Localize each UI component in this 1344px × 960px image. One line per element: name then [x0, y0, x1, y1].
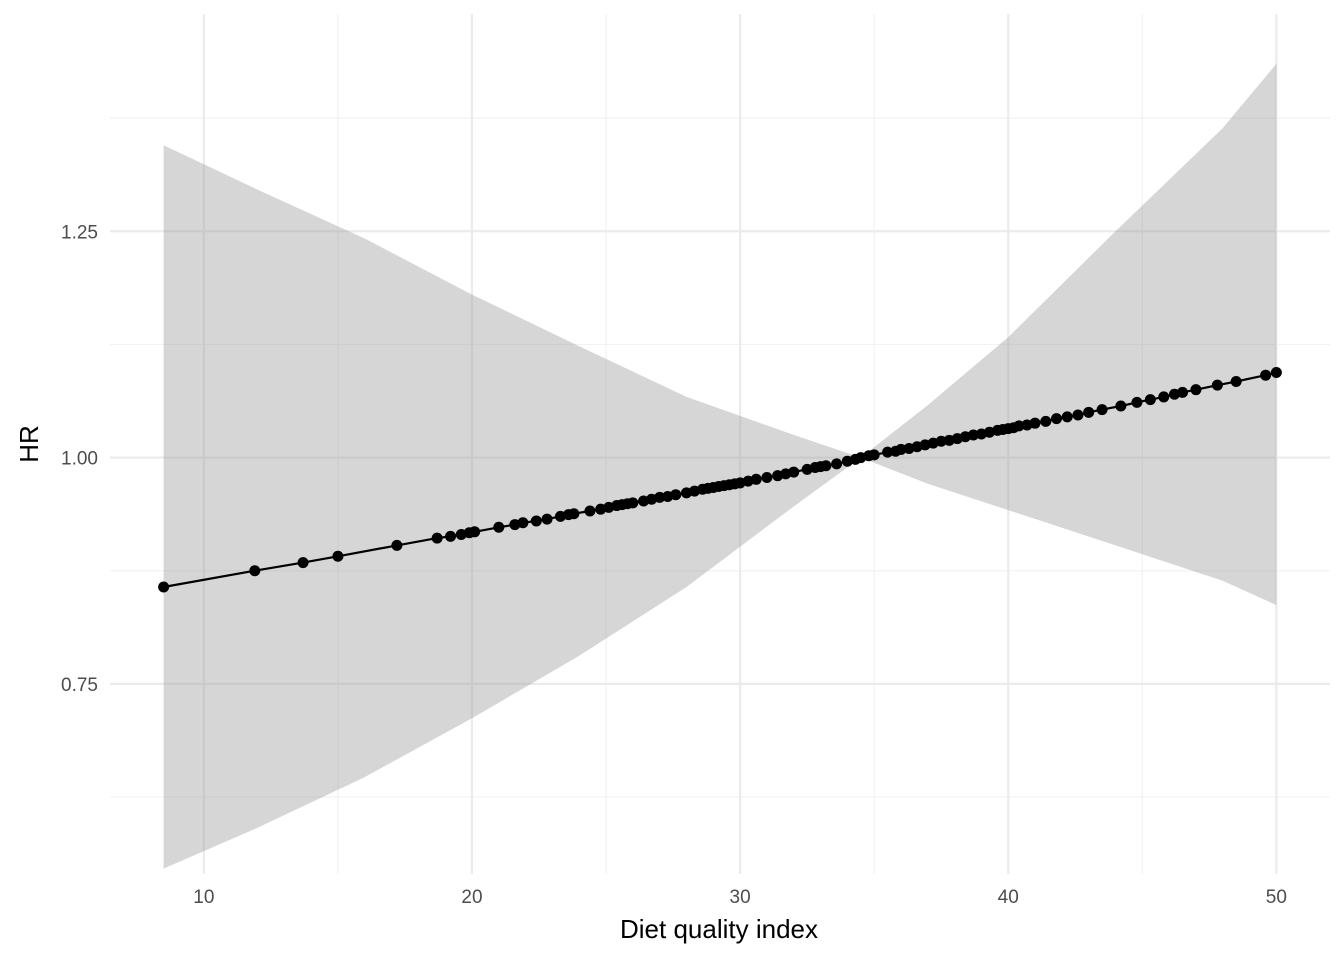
data-point [431, 532, 443, 544]
data-point [1270, 366, 1282, 378]
data-point [1158, 391, 1170, 403]
x-axis-title: Diet quality index [620, 914, 818, 944]
data-point [820, 460, 832, 472]
x-tick-labels: 10 20 30 40 50 [193, 887, 1287, 908]
data-point [297, 557, 309, 569]
data-point [530, 515, 542, 527]
data-point [391, 539, 403, 551]
x-tick-label: 40 [998, 887, 1019, 908]
confidence-ribbon [163, 63, 1277, 869]
data-point [1131, 396, 1143, 408]
data-point [568, 508, 580, 520]
data-point [1029, 417, 1041, 429]
data-point [249, 565, 261, 577]
data-point [1061, 411, 1073, 423]
x-tick-label: 10 [193, 887, 214, 908]
data-point [935, 435, 947, 447]
y-tick-label: 1.25 [61, 222, 98, 243]
data-point [493, 521, 505, 533]
data-point [967, 429, 979, 441]
data-point [1260, 369, 1272, 381]
data-point [750, 473, 762, 485]
data-point [332, 550, 344, 562]
y-tick-label: 1.00 [61, 449, 98, 470]
data-point [1190, 384, 1202, 396]
data-point [761, 471, 773, 483]
data-point [831, 458, 843, 470]
data-point [1040, 415, 1052, 427]
data-point [541, 513, 553, 525]
y-tick-labels: 0.75 1.00 1.25 [61, 222, 98, 696]
data-point [1177, 386, 1189, 398]
data-point [1115, 400, 1127, 412]
y-axis-title: HR [14, 425, 44, 463]
data-point [1072, 409, 1084, 421]
data-point [1013, 420, 1025, 432]
x-tick-label: 50 [1266, 887, 1287, 908]
data-point [895, 443, 907, 455]
data-point [1051, 413, 1063, 425]
data-point [1211, 379, 1223, 391]
x-tick-label: 30 [730, 887, 751, 908]
grid-major [110, 14, 1330, 874]
y-tick-label: 0.75 [61, 675, 98, 696]
grid-minor [110, 14, 1330, 874]
data-point [654, 491, 666, 503]
data-point [627, 497, 639, 509]
data-point [1083, 406, 1095, 418]
data-point [158, 581, 170, 593]
data-points [158, 366, 1282, 593]
data-point [517, 517, 529, 529]
data-point [868, 449, 880, 461]
data-point [1230, 376, 1242, 388]
data-point [445, 530, 457, 542]
data-point [1096, 404, 1108, 416]
x-tick-label: 20 [461, 887, 482, 908]
data-point [788, 466, 800, 478]
data-point [584, 505, 596, 517]
data-point [882, 446, 894, 458]
data-point [1144, 394, 1156, 406]
data-point [469, 526, 481, 538]
data-point [670, 489, 682, 501]
